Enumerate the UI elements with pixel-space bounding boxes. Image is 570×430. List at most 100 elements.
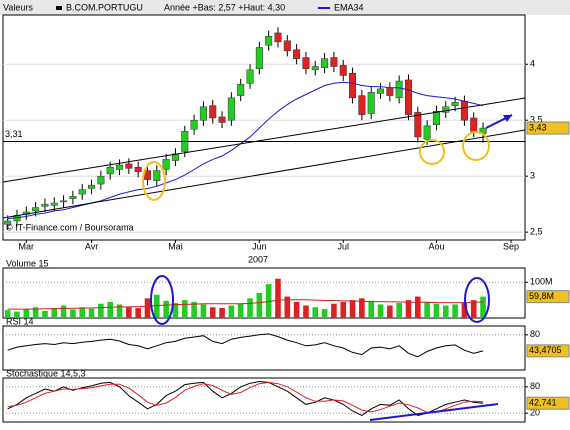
volume-bar	[88, 308, 95, 318]
candle-body	[311, 66, 319, 71]
highlight-circle	[150, 275, 174, 325]
volume-bar	[293, 301, 300, 318]
volume-bar	[209, 307, 216, 318]
header-symbol: B.COM.PORTUGU	[66, 2, 143, 12]
candle-body	[339, 65, 347, 76]
x-tick-label: Avr	[85, 241, 98, 251]
candle-body	[470, 117, 478, 132]
candle-body	[404, 79, 412, 115]
y-tick-label: 80	[530, 381, 540, 391]
reference-label: 3,31	[5, 129, 23, 139]
volume-bar	[405, 300, 412, 318]
volume-bar	[107, 301, 113, 318]
candle-body	[395, 80, 403, 99]
candle-body	[106, 166, 114, 175]
x-tick-label: Mar	[19, 241, 35, 251]
volume-bar	[181, 300, 188, 318]
candle-body	[134, 166, 142, 172]
volume-bar	[23, 309, 30, 318]
last-value-box	[526, 396, 570, 410]
candle-body	[442, 106, 450, 113]
highlight-circle	[419, 139, 445, 165]
candle-body	[50, 202, 58, 206]
volume-bar	[4, 310, 11, 318]
panel-title: Volume 15	[6, 258, 49, 268]
volume-bar	[433, 303, 440, 318]
highlight-circle	[462, 131, 490, 161]
x-tick-label: Aou	[428, 241, 444, 251]
volume-bar	[359, 298, 365, 318]
candle-body	[246, 69, 254, 84]
candle-body	[209, 105, 217, 119]
candle-body	[293, 49, 301, 59]
candle-body	[460, 100, 468, 121]
volume-bar	[237, 303, 244, 318]
header-bar	[0, 0, 570, 15]
volume-bar	[377, 304, 384, 318]
highlight-circle	[464, 277, 490, 323]
candle-body	[227, 97, 235, 121]
x-tick-label: Mai	[168, 241, 183, 251]
candle-body	[414, 112, 422, 138]
panel-frame	[2, 14, 526, 241]
y-tick-label: 3	[530, 171, 535, 181]
last-value-box	[526, 344, 570, 358]
y-tick-label: 4	[530, 59, 535, 69]
volume-bar	[387, 305, 393, 318]
volume-bar	[480, 296, 486, 318]
candle-body	[60, 200, 68, 203]
volume-bar	[321, 309, 328, 318]
volume-bar	[228, 305, 235, 318]
volume-bar	[256, 293, 263, 318]
candle-body	[32, 207, 40, 212]
candle-body	[41, 203, 49, 207]
candle-body	[265, 36, 273, 46]
volume-bar	[51, 308, 58, 318]
volume-bar	[470, 300, 477, 318]
ema-legend: EMA34	[334, 2, 364, 12]
candle-body	[283, 40, 291, 52]
volume-bar	[42, 310, 48, 318]
panel-title: RSI 14	[6, 316, 34, 326]
line-series	[7, 299, 484, 310]
candle-body	[69, 196, 77, 199]
candle-body	[432, 111, 440, 125]
header-label: Valeurs	[3, 2, 33, 12]
volume-bar	[116, 304, 123, 318]
last-value-label: 42,741	[529, 398, 557, 408]
candle-body	[162, 159, 170, 170]
volume-bar	[340, 301, 347, 318]
candle-body	[423, 125, 431, 140]
candle-body	[255, 47, 263, 69]
trend-line	[2, 129, 526, 219]
candle-body	[190, 119, 198, 130]
volume-bar	[98, 303, 104, 318]
last-value-box	[526, 290, 570, 304]
candle-body	[237, 84, 245, 96]
trend-line	[369, 403, 499, 421]
line-series	[7, 381, 484, 413]
volume-bar	[163, 300, 169, 318]
volume-bar	[461, 303, 468, 318]
panel-frame	[2, 377, 526, 423]
last-value-box	[526, 121, 570, 135]
volume-bar	[312, 307, 319, 318]
panel-frame	[2, 325, 526, 371]
volume-bar	[135, 308, 141, 318]
footer: © IT-Finance.com / Boursorama	[6, 222, 134, 232]
y-tick-label: 100M	[530, 277, 553, 287]
trend-line	[2, 97, 526, 183]
volume-bar	[200, 304, 207, 318]
candle-body	[153, 170, 161, 181]
panel-title: Stochastique 14,5,3	[6, 368, 86, 378]
candle-body	[78, 189, 86, 195]
candle-body	[4, 220, 12, 225]
candle-body	[88, 184, 96, 189]
volume-bar	[14, 311, 20, 318]
line-series	[7, 333, 484, 358]
candle-body	[451, 102, 459, 106]
volume-bar	[331, 303, 337, 318]
volume-bar	[79, 307, 86, 318]
volume-bar	[32, 307, 39, 318]
